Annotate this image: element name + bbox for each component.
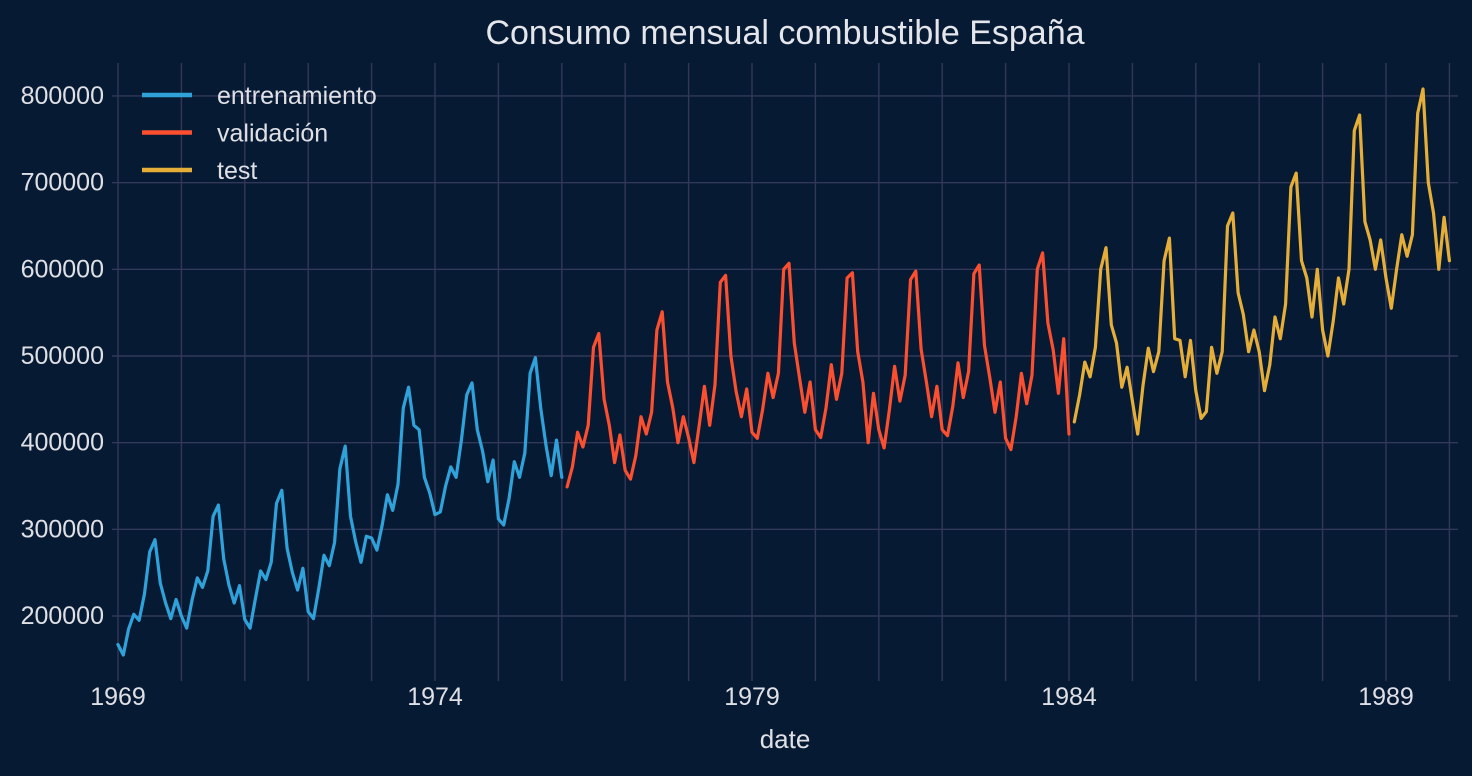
y-tick-label: 400000 (21, 429, 104, 457)
x-tick-label: 1979 (724, 683, 780, 711)
y-tick-label: 500000 (21, 342, 104, 370)
gridlines (112, 63, 1458, 681)
y-tick-label: 600000 (21, 255, 104, 283)
legend-label: test (217, 157, 257, 185)
x-tick-label: 1969 (90, 683, 146, 711)
chart-title: Consumo mensual combustible España (485, 14, 1084, 52)
x-tick-label: 1984 (1041, 683, 1097, 711)
x-axis-label: date (760, 724, 811, 754)
y-tick-label: 200000 (21, 602, 104, 630)
legend-item-entrenamiento: entrenamiento (142, 82, 377, 110)
legend: entrenamiento validación test (142, 82, 377, 185)
legend-item-validación: validación (142, 120, 328, 148)
series-line-entrenamiento (116, 356, 564, 657)
legend-label: validación (217, 120, 328, 148)
y-tick-label: 800000 (21, 82, 104, 110)
legend-item-test: test (142, 157, 257, 185)
data-series (116, 87, 1452, 657)
series-line-test (1072, 87, 1452, 436)
axis-tick-labels: 200000 300000 400000 500000 600000 700000 8000… (21, 82, 1414, 711)
legend-label: entrenamiento (217, 82, 377, 110)
x-tick-label: 1974 (407, 683, 463, 711)
y-tick-label: 300000 (21, 515, 104, 543)
x-tick-label: 1989 (1358, 683, 1414, 711)
series-line-validación (565, 251, 1071, 489)
y-tick-label: 700000 (21, 169, 104, 197)
